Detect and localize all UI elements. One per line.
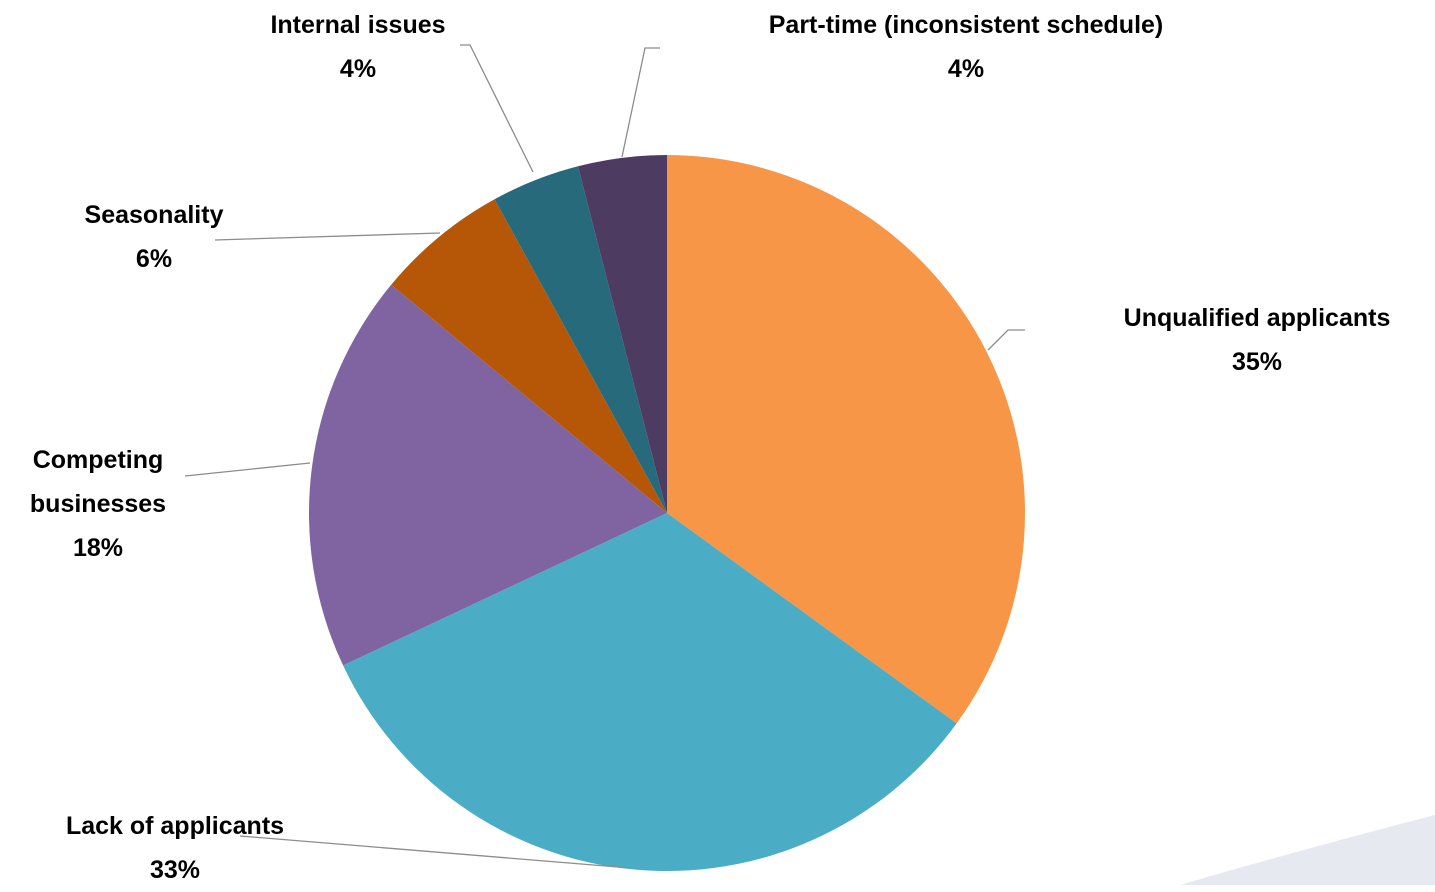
- data-label: Internal issues 4%: [270, 3, 445, 91]
- value-label: 4%: [947, 55, 985, 83]
- leader-line: [460, 44, 534, 173]
- leader-line: [987, 329, 1025, 351]
- background-decoration: [1180, 815, 1435, 885]
- pie-slice: [309, 284, 667, 666]
- data-label: Part-time (inconsistent schedule) 4%: [769, 3, 1164, 91]
- value-label: 4%: [339, 55, 377, 83]
- leader-line: [184, 462, 311, 477]
- value-label: 33%: [149, 856, 201, 884]
- pie-slice: [343, 513, 957, 872]
- category-label: Seasonality: [84, 201, 224, 229]
- pie-slice: [577, 155, 667, 513]
- data-label: Competing businesses 18%: [3, 438, 193, 570]
- value-label: 35%: [1231, 348, 1283, 376]
- pie-slice: [391, 199, 667, 513]
- value-label: 18%: [72, 534, 124, 562]
- category-label: Competing businesses: [29, 446, 167, 518]
- category-label: Lack of applicants: [65, 812, 285, 840]
- category-label: Internal issues: [270, 11, 446, 39]
- data-label: Seasonality 6%: [85, 193, 224, 281]
- data-label: Lack of applicants 33%: [66, 804, 284, 892]
- category-label: Unqualified applicants: [1123, 304, 1391, 332]
- leader-line: [239, 835, 631, 869]
- pie-slice: [667, 155, 1025, 724]
- pie-slice: [494, 166, 667, 513]
- leader-line: [214, 232, 441, 241]
- value-label: 6%: [135, 245, 173, 273]
- category-label: Part-time (inconsistent schedule): [768, 11, 1164, 39]
- leader-line: [621, 47, 660, 158]
- data-label: Unqualified applicants 35%: [1124, 296, 1391, 384]
